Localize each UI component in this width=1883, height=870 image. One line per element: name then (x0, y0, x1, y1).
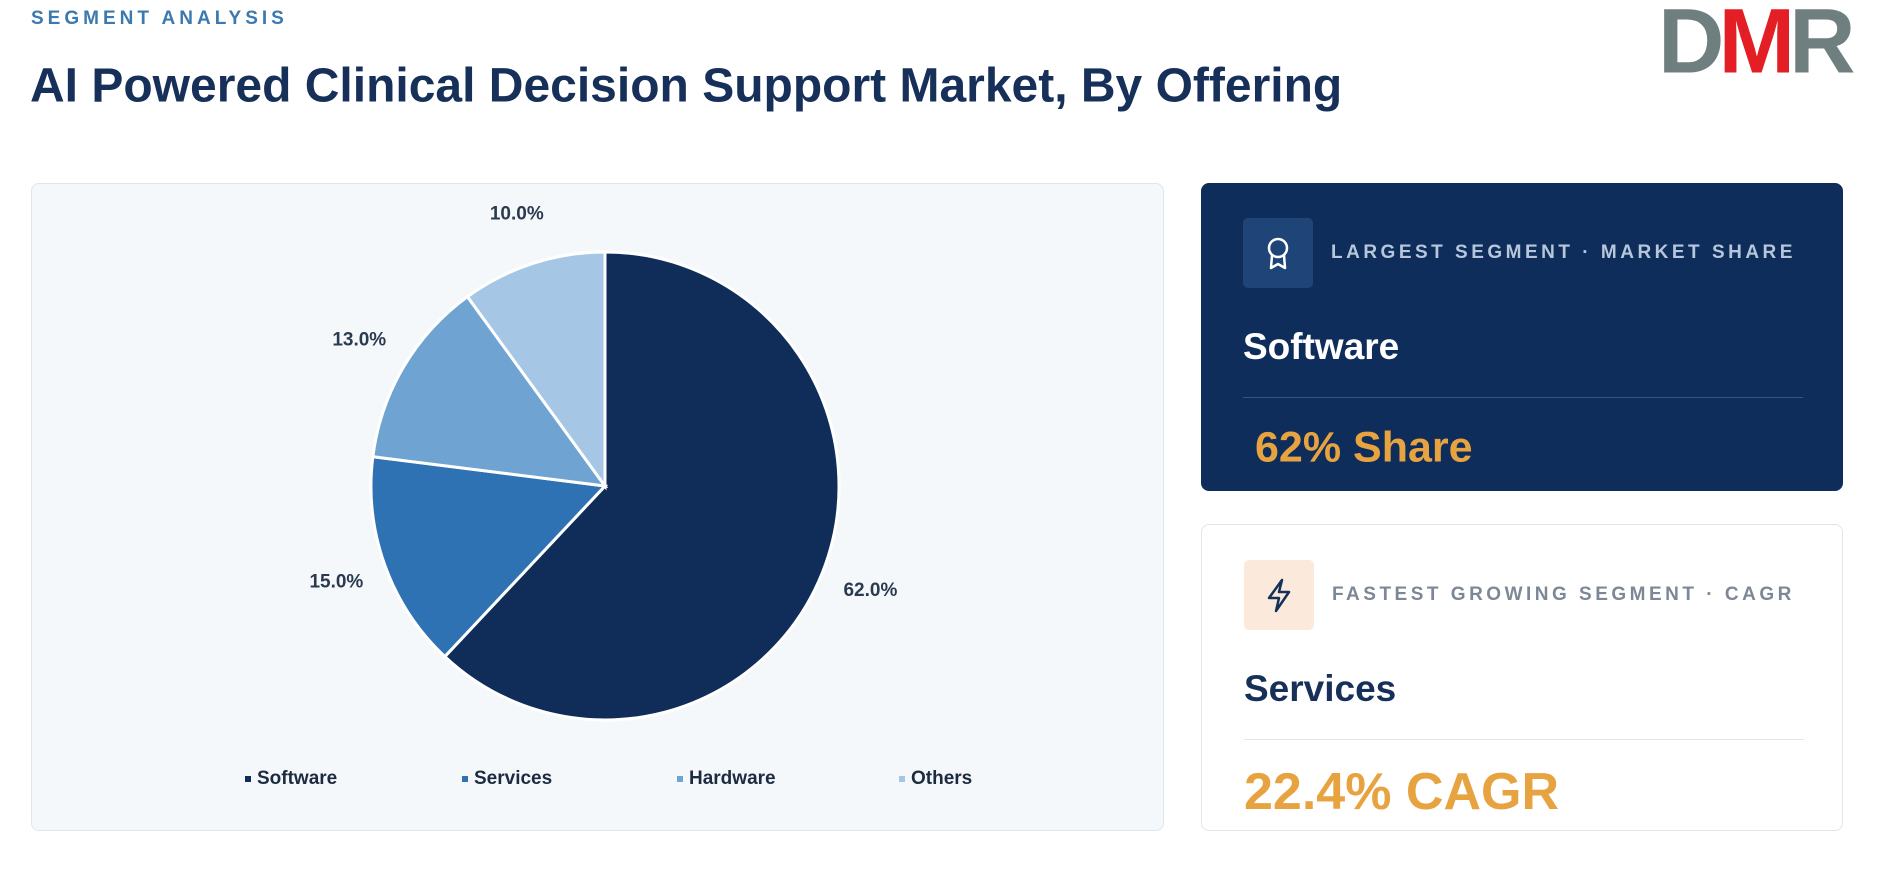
logo-letter: D (1658, 0, 1724, 93)
legend-label: Others (911, 768, 972, 789)
card-value: 62% Share (1255, 423, 1473, 472)
page-title: AI Powered Clinical Decision Support Mar… (30, 59, 1343, 113)
logo-letter: R (1789, 0, 1855, 93)
logo: DMR (1658, 0, 1856, 95)
logo-letter: M (1718, 0, 1795, 93)
chart-panel: 62.0% 15.0% 13.0% 10.0% Software Services Hard… (31, 183, 1164, 831)
pie-slice (369, 454, 609, 659)
legend-label: Services (474, 768, 552, 789)
divider (1244, 739, 1804, 740)
pie-slice (442, 250, 841, 722)
pie-slice (465, 250, 607, 491)
legend-marker (899, 776, 905, 782)
bolt-icon (1267, 578, 1291, 613)
legend-marker (245, 776, 251, 782)
largest-segment-card: LARGEST SEGMENT · MARKET SHARE Software … (1201, 183, 1843, 491)
chart: 62.0% 15.0% 13.0% 10.0% Software Services Hard… (245, 204, 972, 789)
card-label: LARGEST SEGMENT · MARKET SHARE (1331, 242, 1796, 263)
card-name: Software (1243, 326, 1400, 367)
icon-box (1244, 560, 1314, 630)
legend-marker (677, 776, 683, 782)
slice-label: 13.0% (332, 330, 386, 351)
fastest-segment-card: FASTEST GROWING SEGMENT · CAGR Services … (1201, 524, 1843, 831)
award-icon (1267, 237, 1289, 270)
card-name: Services (1244, 668, 1397, 709)
divider (1243, 397, 1803, 398)
card-label: FASTEST GROWING SEGMENT · CAGR (1332, 584, 1795, 605)
pie-slice (371, 294, 609, 488)
legend-label: Software (257, 768, 337, 789)
slice-label: 10.0% (490, 204, 544, 225)
legend-marker (462, 776, 468, 782)
icon-box (1243, 218, 1313, 288)
eyebrow: SEGMENT ANALYSIS (31, 8, 288, 29)
slice-label: 15.0% (309, 572, 363, 593)
legend-label: Hardware (689, 768, 776, 789)
slice-label: 62.0% (843, 580, 897, 601)
card-value: 22.4% CAGR (1244, 763, 1559, 821)
